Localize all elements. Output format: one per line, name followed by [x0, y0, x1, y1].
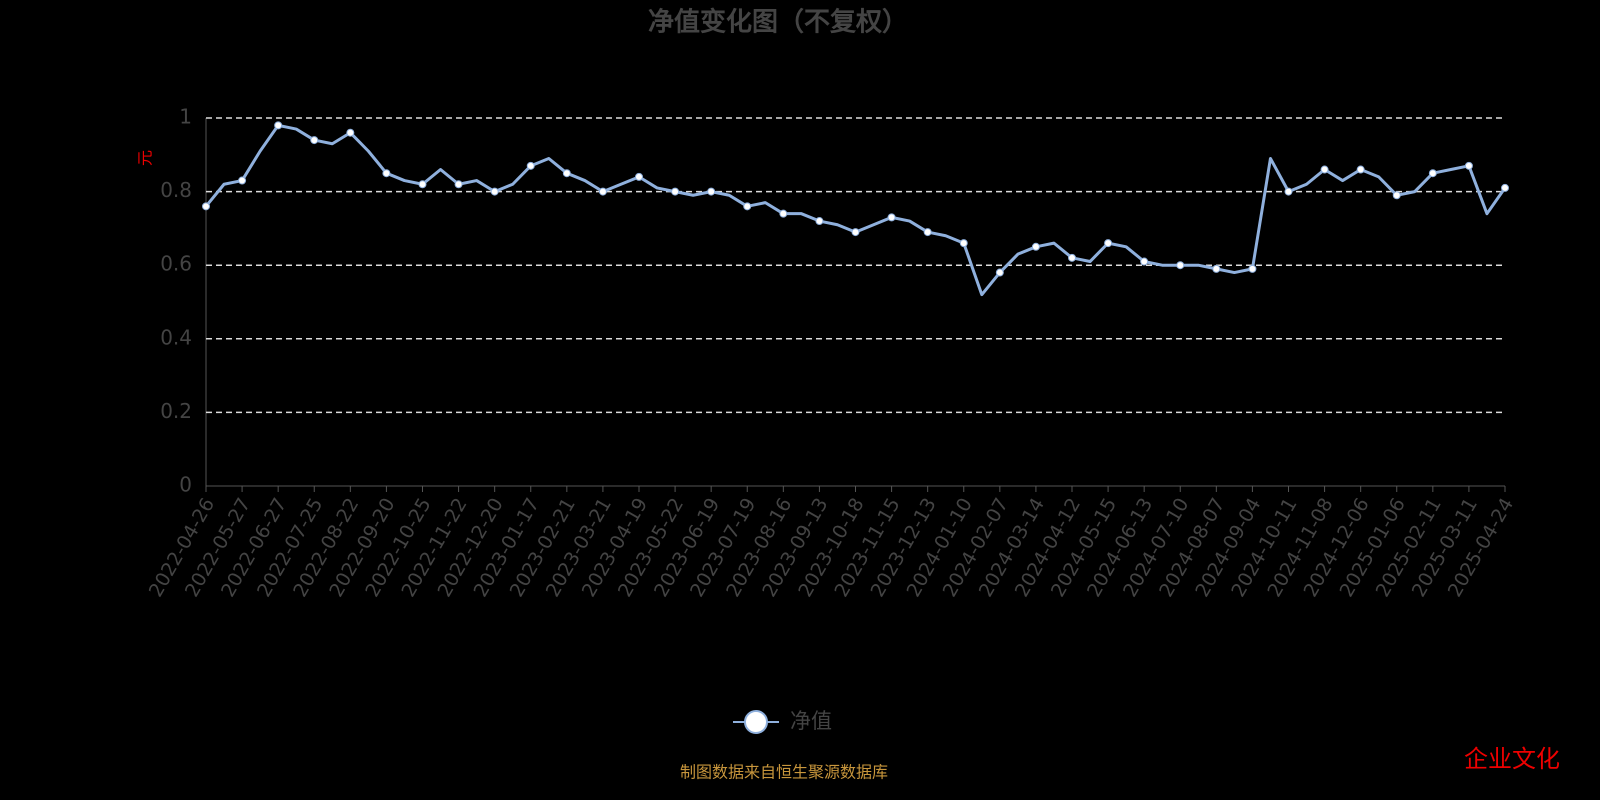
- data-point: [743, 202, 752, 211]
- data-point: [238, 176, 247, 185]
- data-point: [1501, 183, 1509, 192]
- data-point: [1140, 257, 1149, 266]
- y-tick-label: 0.6: [160, 252, 192, 276]
- legend-marker[interactable]: [744, 710, 768, 734]
- data-point: [851, 228, 860, 237]
- y-tick-label: 1: [179, 105, 192, 129]
- y-tick-label: 0.2: [160, 399, 192, 423]
- data-point: [959, 239, 968, 248]
- data-point: [562, 169, 571, 178]
- data-point: [923, 228, 932, 237]
- data-point: [815, 217, 824, 226]
- data-point: [707, 187, 716, 196]
- data-point: [382, 169, 391, 178]
- data-point: [1464, 161, 1473, 170]
- data-point: [1320, 165, 1329, 174]
- watermark: 企业文化: [1464, 745, 1560, 773]
- y-tick-label: 0.4: [160, 325, 192, 349]
- data-point: [1104, 239, 1113, 248]
- data-point: [598, 187, 607, 196]
- data-point: [671, 187, 680, 196]
- data-point: [635, 172, 643, 181]
- data-point: [454, 180, 463, 189]
- data-point: [1176, 261, 1185, 270]
- data-point: [995, 268, 1004, 277]
- data-point: [887, 213, 896, 222]
- data-point: [1068, 253, 1076, 262]
- legend-label[interactable]: 净值: [790, 709, 832, 733]
- data-point: [490, 187, 499, 196]
- data-point: [1284, 187, 1293, 196]
- data-point: [1428, 169, 1437, 178]
- data-point: [526, 161, 535, 170]
- data-point: [1212, 264, 1221, 273]
- data-point: [1031, 242, 1040, 251]
- data-point: [1248, 264, 1257, 273]
- data-point: [346, 128, 355, 137]
- data-point: [202, 202, 210, 211]
- data-point: [310, 136, 319, 145]
- data-point: [418, 180, 427, 189]
- source-note: 制图数据来自恒生聚源数据库: [680, 763, 888, 782]
- y-tick-label: 0.8: [160, 178, 192, 202]
- data-point: [1356, 165, 1365, 174]
- y-axis-label: 元: [136, 150, 155, 166]
- data-point: [1392, 191, 1401, 200]
- y-tick-label: 0: [179, 473, 192, 497]
- data-point: [274, 121, 283, 130]
- chart-title: 净值变化图（不复权）: [648, 7, 908, 38]
- data-point: [779, 209, 788, 218]
